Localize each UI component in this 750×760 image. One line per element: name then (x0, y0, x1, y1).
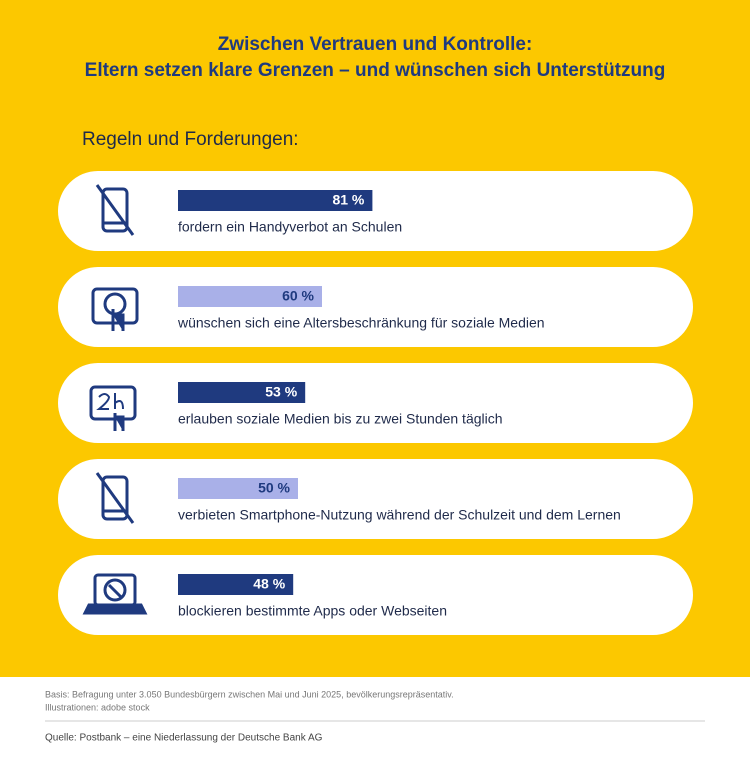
icon-part (107, 583, 123, 599)
row-icon (82, 573, 148, 615)
icon-part (91, 287, 139, 325)
icon-part (89, 385, 137, 421)
category-label: wünschen sich eine Altersbeschränkung fü… (177, 315, 545, 331)
bar (178, 190, 373, 211)
row-card (58, 459, 693, 539)
category-label: fordern ein Handyverbot an Schulen (178, 219, 402, 235)
icon-part (82, 603, 148, 615)
value-label: 81 % (332, 192, 364, 208)
rows: 81 % fordern ein Handyverbot an Schulen 60… (58, 171, 693, 635)
icon-part (101, 187, 129, 233)
icon-part (101, 475, 129, 521)
value-label: 60 % (282, 288, 314, 304)
row-icon (91, 287, 139, 331)
icon-part (103, 578, 127, 602)
bar (178, 478, 298, 499)
category-label: verbieten Smartphone-Nutzung während der… (178, 507, 621, 523)
icon-part (96, 393, 124, 410)
row-icon (95, 472, 135, 524)
chart-title: Eltern setzen klare Grenzen – und wünsch… (85, 60, 666, 81)
subtitle: Regeln und Forderungen: (82, 129, 299, 150)
bar (178, 286, 322, 307)
chart-title: Zwischen Vertrauen und Kontrolle: (218, 34, 533, 55)
icon-part (113, 413, 125, 431)
icon-part (111, 309, 125, 331)
icon-part (95, 472, 135, 524)
source: Quelle: Postbank – eine Niederlassung de… (45, 733, 323, 744)
value-label: 53 % (265, 384, 297, 400)
row-card (58, 363, 693, 443)
row-icon (95, 184, 135, 236)
category-label: blockieren bestimmte Apps oder Webseiten (178, 603, 447, 619)
row-card (58, 555, 693, 635)
row-card (58, 267, 693, 347)
value-label: 48 % (253, 576, 285, 592)
note: Basis: Befragung unter 3.050 Bundesbürge… (45, 689, 454, 699)
category-label: erlauben soziale Medien bis zu zwei Stun… (178, 411, 503, 427)
bar (178, 382, 306, 403)
footer-background (0, 677, 750, 760)
bar (178, 574, 294, 595)
note: Illustrationen: adobe stock (45, 702, 150, 712)
value-label: 50 % (258, 480, 290, 496)
icon-part (95, 184, 135, 236)
row-icon (89, 385, 137, 431)
row-card (58, 171, 693, 251)
